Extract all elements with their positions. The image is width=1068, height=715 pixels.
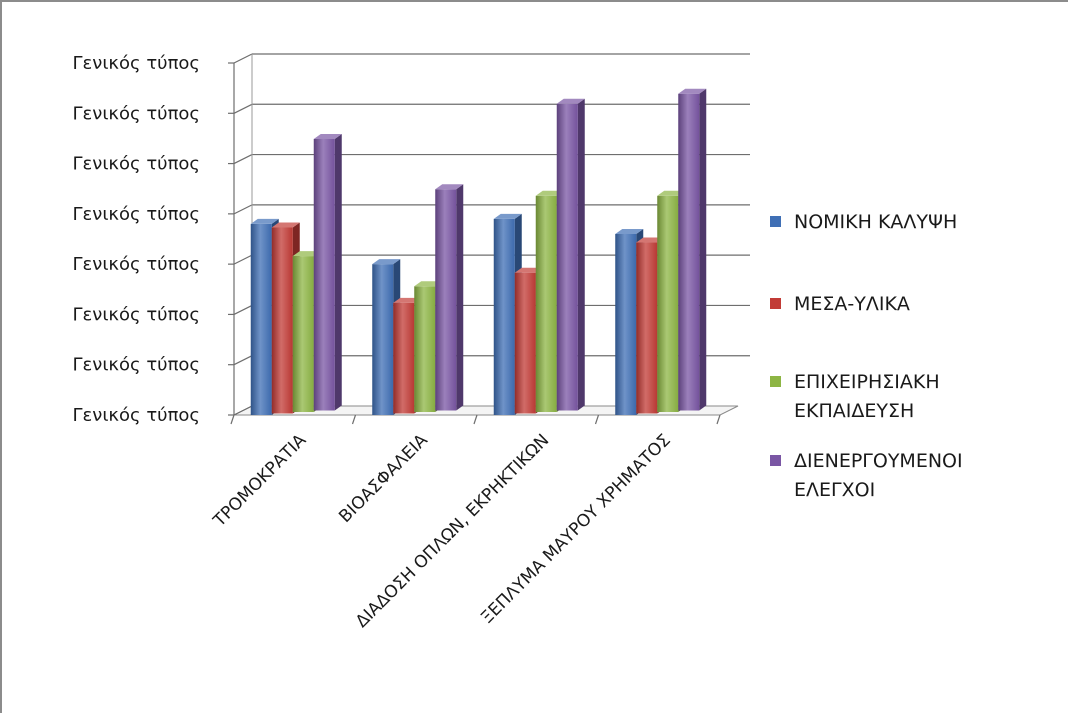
legend-label: ΜΕΣΑ-ΥΛΙΚΑ [794,293,910,315]
bar-front [657,195,679,412]
legend-label: ΔΙΕΝΕΡΓΟΥΜΕΝΟΙ [794,450,963,472]
y-tick-label: Γενικός τύπος [73,103,200,124]
y-tick-label: Γενικός τύπος [73,304,200,325]
legend-item: ΜΕΣΑ-ΥΛΙΚΑ [770,293,910,315]
legend-swatch [770,298,781,309]
legend-item: ΝΟΜΙΚΗ ΚΑΛΥΨΗ [770,211,957,233]
x-tick-label: ΤΡΟΜΟΚΡΑΤΙΑ [209,430,310,531]
bar-front [493,218,515,415]
y-tick-label: Γενικός τύπος [73,154,200,175]
y-tick-label: Γενικός τύπος [73,204,200,225]
y-axis: Γενικός τύπος Γενικός τύπος Γενικός τύπος Γ… [73,53,235,426]
bar-side [577,98,585,411]
x-tick-mark [473,414,478,425]
x-tick-label: ΞΕΠΛΥΜΑ ΜΑΥΡΟΥ ΧΡΗΜΑΤΟΣ [477,430,675,628]
bar-top [435,184,464,190]
bar-front [414,286,436,412]
bar-front [250,223,272,415]
x-tick-mark [716,414,721,425]
bar-top [615,228,644,234]
bar-2-3 [556,98,585,411]
bar-top [271,222,300,228]
legend-label: ΕΛΕΓΧΟΙ [794,479,875,501]
y-tick-label: Γενικός τύπος [73,405,200,426]
bars [250,88,707,415]
bar-front [615,233,637,415]
bar-top [678,88,707,94]
bar-0-3 [313,133,342,411]
legend-swatch [770,376,781,387]
bar-front [636,242,658,414]
bar-front [535,195,557,412]
bar-front [372,264,394,415]
bar-front [514,272,536,414]
bar-front [393,302,415,414]
bar-top [493,213,522,219]
bar-1-3 [435,184,464,411]
x-tick-label: ΔΙΑΔΟΣΗ ΟΠΛΩΝ, ΕΚΡΗΚΤΙΚΩΝ [352,430,553,631]
legend: ΝΟΜΙΚΗ ΚΑΛΥΨΗ ΜΕΣΑ-ΥΛΙΚΑ ΕΠΙΧΕΙΡΗΣΙΑΚΗ ΕΚΠΑ… [770,211,963,501]
bar-top [556,98,585,104]
gridline-side [233,355,253,366]
bar-side [334,133,342,411]
x-tick-mark [594,414,600,425]
x-tick-label: ΒΙΟΑΣΦΑΛΕΙΑ [335,430,432,527]
bar-top [250,218,279,224]
bar-3-3 [678,88,707,411]
bar-front [435,189,457,411]
bar-side [699,88,707,411]
legend-item: ΕΠΙΧΕΙΡΗΣΙΑΚΗ ΕΚΠΑΙΔΕΥΣΗ [770,371,940,422]
bar-front [313,138,335,411]
bar-front [271,227,293,414]
legend-label: ΝΟΜΙΚΗ ΚΑΛΥΨΗ [794,211,957,233]
bar-top [372,259,401,265]
x-tick-mark [351,414,357,425]
gridline-side [233,254,253,265]
bar-front [292,256,314,412]
x-tick-mark [230,414,235,425]
gridline-side [233,53,253,64]
legend-swatch [770,455,781,466]
y-tick-label: Γενικός τύπος [73,254,200,275]
legend-item: ΔΙΕΝΕΡΓΟΥΜΕΝΟΙ ΕΛΕΓΧΟΙ [770,450,963,501]
gridline-side [233,204,253,215]
gridline-side [233,154,253,165]
y-tick-label: Γενικός τύπος [73,355,200,376]
bar-front [678,93,700,411]
gridline-side [233,304,253,315]
gridline-side [233,405,253,416]
legend-label: ΕΠΙΧΕΙΡΗΣΙΑΚΗ [794,371,940,393]
legend-swatch [770,216,781,227]
bar-front [556,103,578,411]
legend-label: ΕΚΠΑΙΔΕΥΣΗ [794,400,914,422]
bar-side [456,184,464,411]
y-tick-label: Γενικός τύπος [73,53,200,74]
gridline-side [233,103,253,114]
bar-top [313,133,342,139]
